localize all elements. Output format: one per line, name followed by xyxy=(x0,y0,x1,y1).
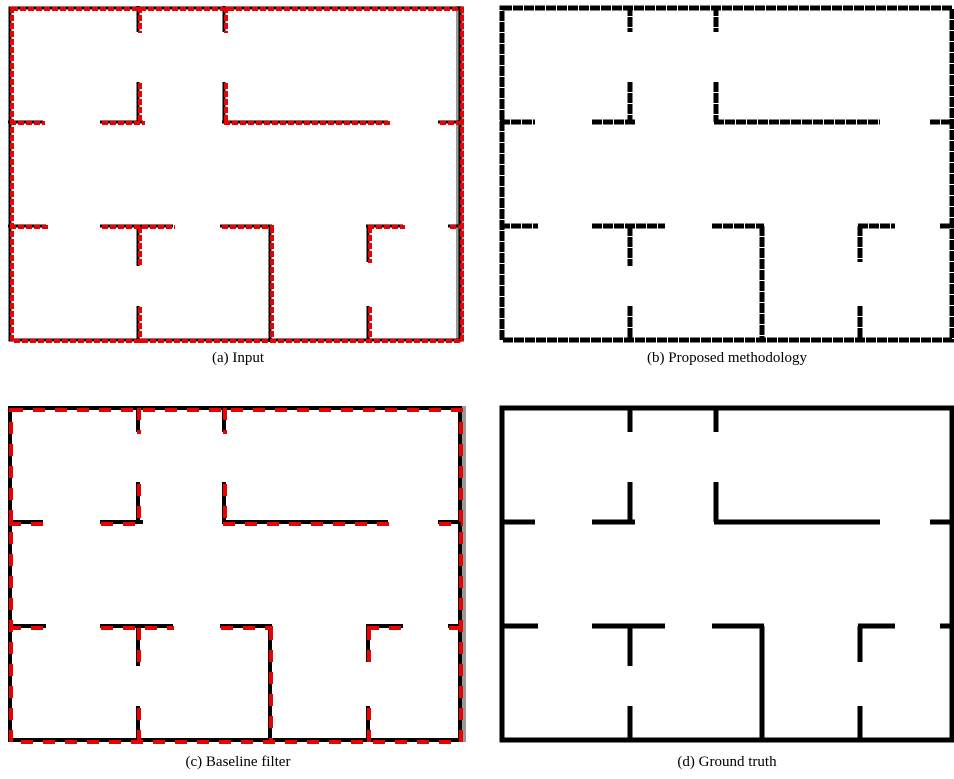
figure: (a) Input (b) Proposed methodology (c) B… xyxy=(0,0,954,774)
panel-ground-truth xyxy=(500,406,954,742)
caption: (c) Baseline filter xyxy=(186,754,291,770)
caption: (d) Ground truth xyxy=(677,754,777,770)
caption: (b) Proposed methodology xyxy=(647,350,807,366)
panel-input xyxy=(8,6,464,343)
panel-proposed xyxy=(500,6,954,342)
panel-baseline xyxy=(8,406,466,744)
caption: (a) Input xyxy=(212,350,265,366)
